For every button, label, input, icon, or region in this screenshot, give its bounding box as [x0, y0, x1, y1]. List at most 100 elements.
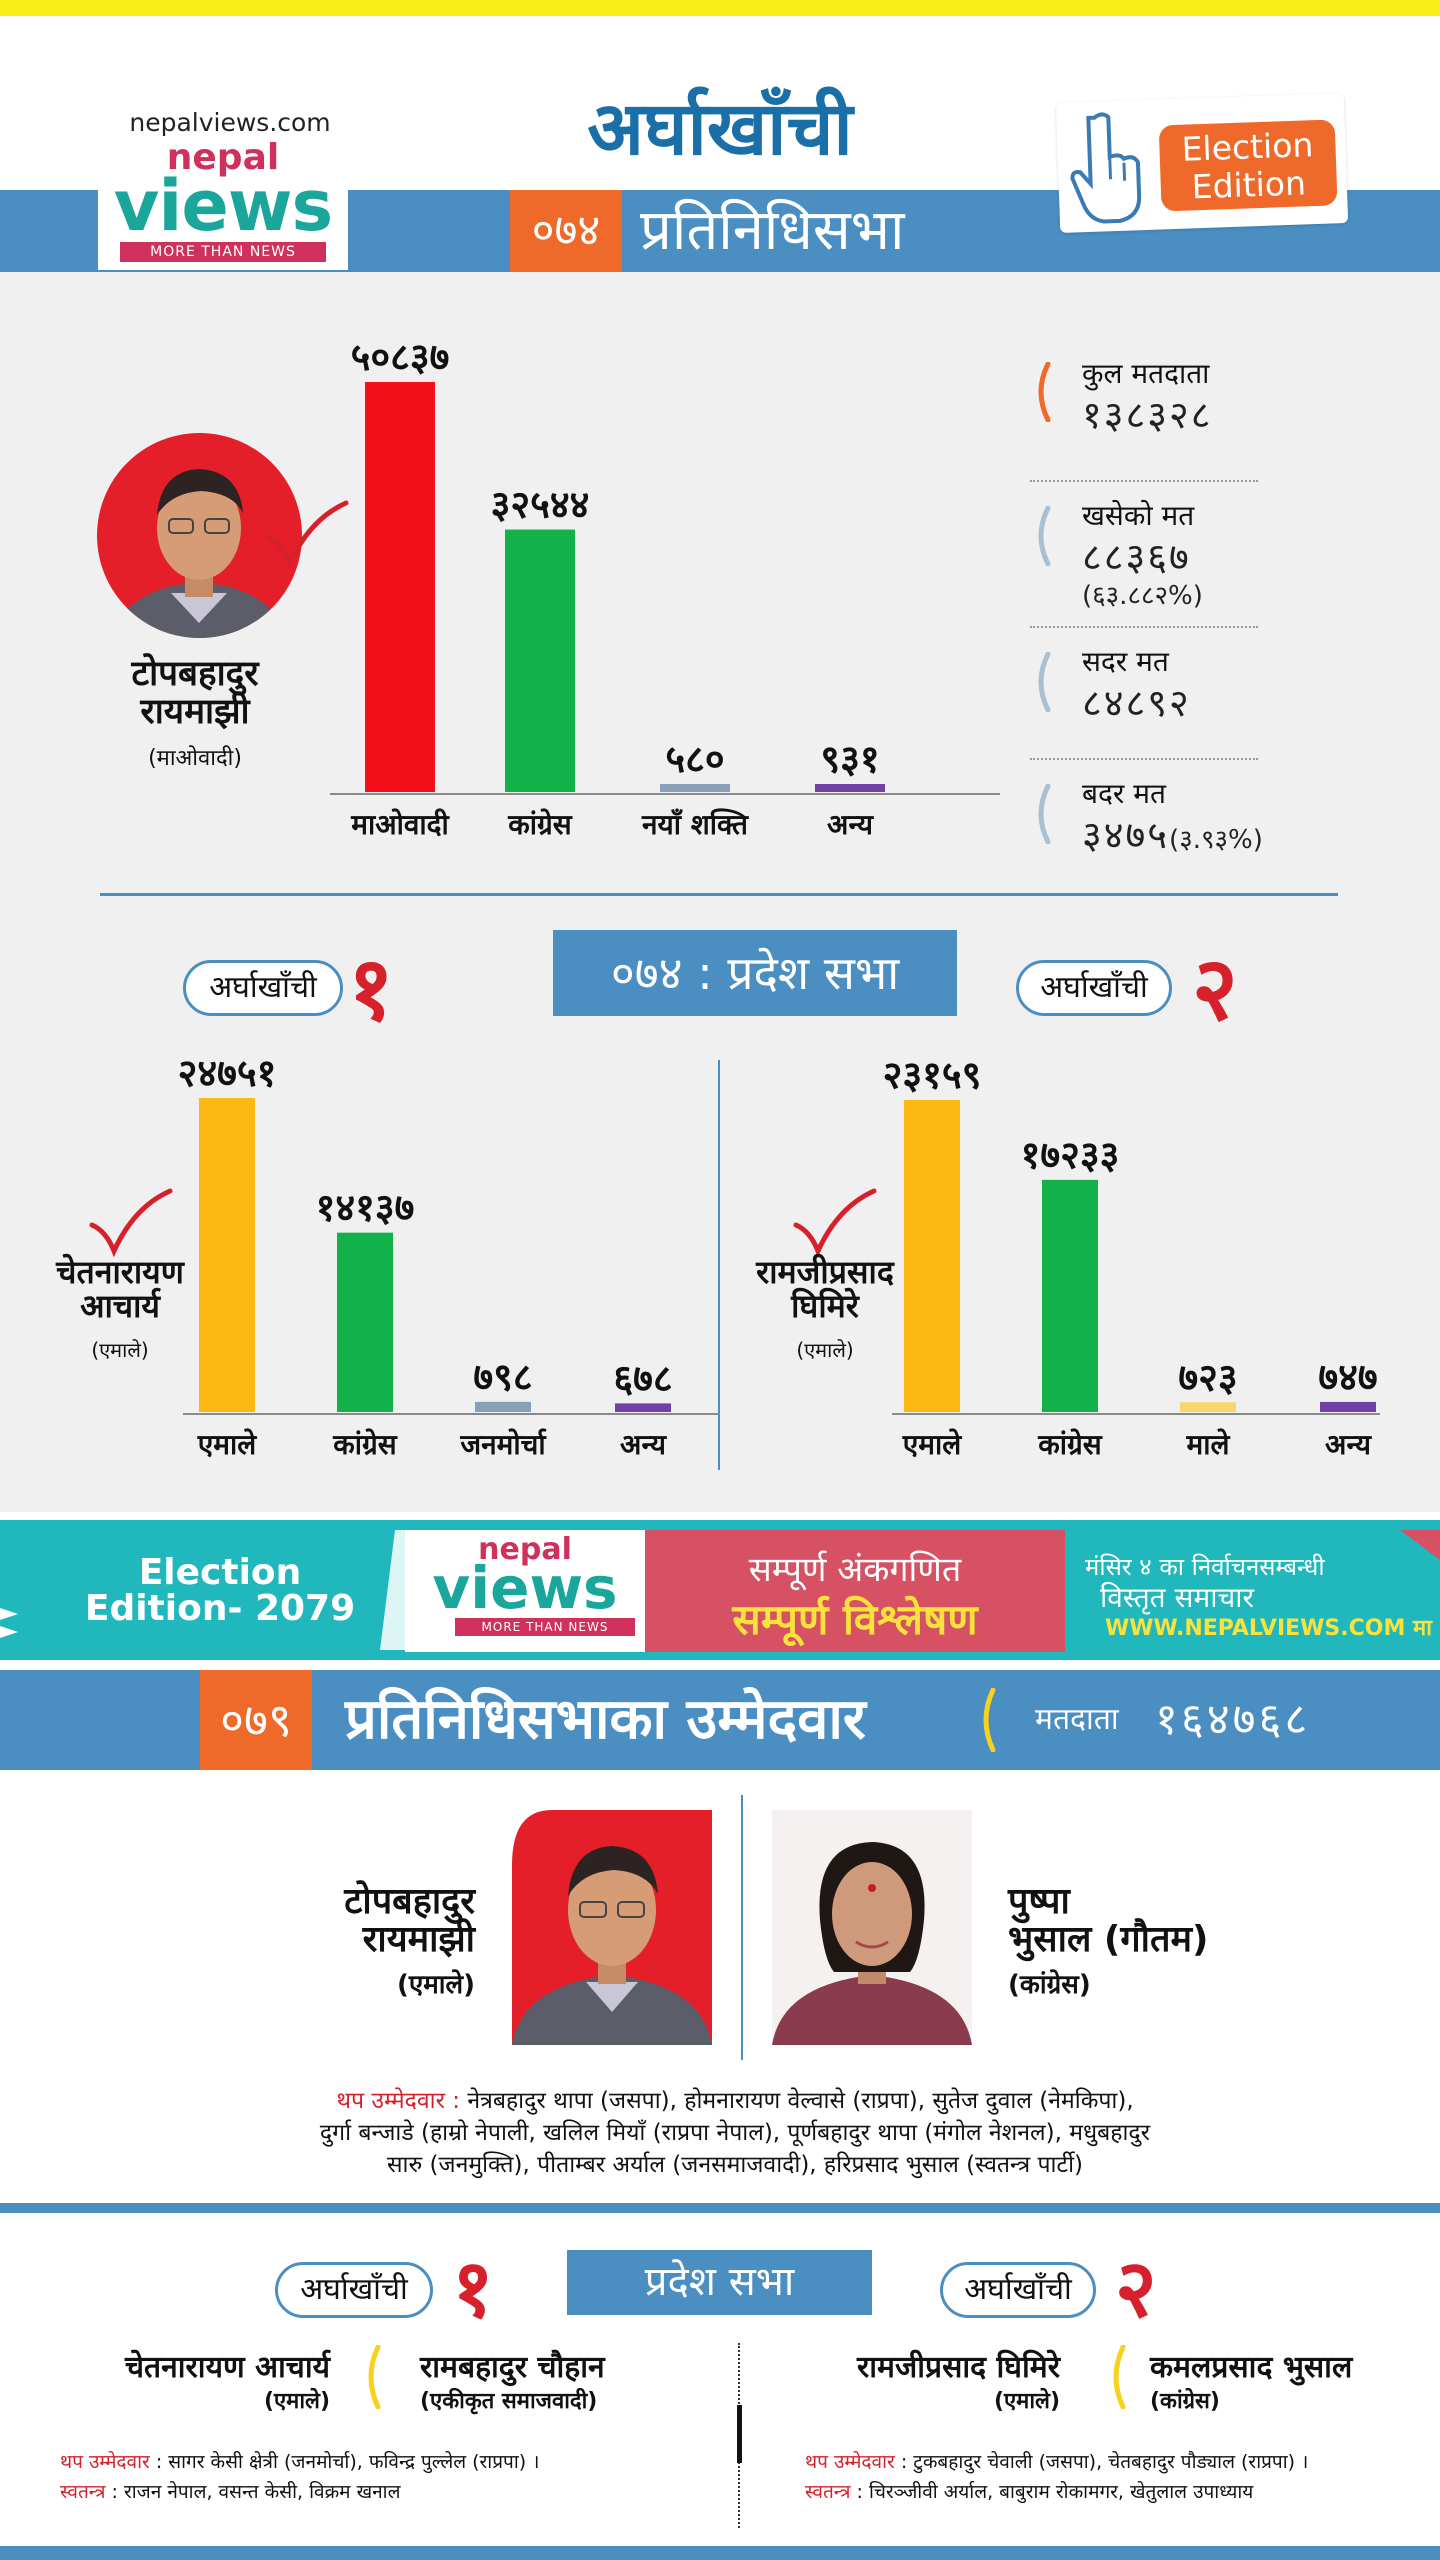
constituency-1-pill: अर्घाखाँची	[275, 2262, 433, 2318]
divider-accent	[737, 2405, 742, 2463]
candidate-portrait-icon	[772, 1810, 972, 2045]
ad-right-line-1: मंसिर ४ का निर्वाचनसम्बन्धी	[1085, 1553, 1325, 1581]
bar-4	[615, 1403, 671, 1412]
section-divider-thick	[0, 2203, 1440, 2213]
provincial-winner-2-name: रामजीप्रसाद घिमिरे	[725, 1255, 925, 1323]
valid-votes-value: ८४८९२	[1082, 681, 1191, 725]
year-079-box: ०७९	[200, 1670, 312, 1770]
category-label: एमाले	[197, 1428, 257, 1461]
election-edition-card: Election Edition	[1055, 93, 1349, 233]
category-label: अन्य	[827, 808, 875, 841]
bar-4	[1320, 1401, 1376, 1412]
invalid-votes-label: बदर मत	[1082, 777, 1166, 810]
ad-red-line-1: सम्पूर्ण अंकगणित	[748, 1550, 962, 1590]
prov-c2-independents: स्वतन्त्र : चिरञ्जीवी अर्याल, बाबुराम रो…	[805, 2478, 1253, 2504]
candidate-divider	[741, 1795, 743, 2060]
cand1-line-2: रायमाझी	[362, 1919, 475, 1960]
indep-label: स्वतन्त्र	[805, 2481, 851, 2503]
name-line-2: आचार्य	[80, 1287, 160, 1325]
valid-votes-label: सदर मत	[1082, 645, 1169, 678]
bar-3	[660, 784, 730, 792]
site-url[interactable]: nepalviews.com	[129, 108, 331, 137]
cand2-line-2: भुसाल (गौतम)	[1008, 1919, 1209, 1960]
prov-c1-independents: स्वतन्त्र : राजन नेपाल, वसन्त केसी, विक्…	[60, 2478, 400, 2504]
category-label: जनमोर्चा	[459, 1428, 547, 1461]
other-candidates: थप उम्मेदवार : नेत्रबहादुर थापा (जसपा), …	[175, 2085, 1295, 2181]
invalid-votes-number: ३४७५	[1082, 813, 1170, 857]
prov-c2a-name: रामजीप्रसाद घिमिरे	[857, 2350, 1060, 2385]
prov-c2b-party: (कांग्रेस)	[1150, 2389, 1220, 2414]
candidate-portrait-icon	[512, 1810, 712, 2045]
election-edition-badge: Election Edition	[1158, 119, 1338, 212]
nepalviews-logo[interactable]: nepal views MORE THAN NEWS	[98, 140, 348, 270]
stat-cast-votes: खसेको मत ८८३६७ (६३.८८२%)	[1030, 480, 1330, 640]
provincial-1-bar-chart: २४७५१ एमाले १४१३७ कांग्रेस ७९८ जनमोर्चा ६७८ अन्…	[178, 1051, 720, 1461]
other-candidates-text-3: सारु (जनमुक्ति), पीताम्बर अर्याल (जनसमाज…	[386, 2152, 1084, 2178]
category-label: एमाले	[902, 1428, 962, 1461]
winner-photo	[97, 433, 302, 638]
bar-value-label: १४१३७	[316, 1186, 415, 1230]
bar-value-label: २४७५१	[178, 1051, 277, 1095]
bar-value-label: ५०८३७	[351, 335, 450, 379]
yellow-bracket-icon	[1113, 2345, 1126, 2409]
yellow-bracket-icon	[368, 2345, 381, 2409]
grey-bracket-icon	[1038, 652, 1051, 712]
constituency-1-number: १	[348, 937, 394, 1040]
bar-2	[1042, 1179, 1098, 1412]
category-label: माले	[1186, 1428, 1231, 1461]
name-line-2: घिमिरे	[791, 1287, 859, 1325]
stat-valid-votes: सदर मत ८४८९२	[1030, 626, 1330, 770]
prov-c2-extra: थप उम्मेदवार : टुकबहादुर चेवाली (जसपा), …	[805, 2448, 1308, 2474]
bar-1	[199, 1098, 255, 1412]
logo-tagline: MORE THAN NEWS	[120, 242, 326, 262]
stat-separator	[1030, 758, 1258, 760]
winner-check-icon	[793, 1188, 877, 1258]
orange-bracket-icon	[1038, 362, 1051, 422]
voting-hand-icon	[1070, 112, 1142, 224]
voters-value: १६४७६८	[1155, 1694, 1311, 1745]
winner-name-line-1: टोपबहादुर	[131, 654, 259, 694]
badge-line-2: Edition	[1191, 163, 1307, 207]
bar-1	[904, 1100, 960, 1412]
other-candidates-text-1: नेत्रबहादुर थापा (जसपा), होमनारायण वेल्व…	[467, 2088, 1134, 2114]
ad-right-line-2: विस्तृत समाचार	[1100, 1581, 1254, 1614]
other-candidates-line-1: थप उम्मेदवार : नेत्रबहादुर थापा (जसपा), …	[175, 2085, 1295, 2117]
yellow-bracket-icon	[983, 1688, 996, 1752]
category-label: कांग्रेस	[507, 808, 573, 841]
constituency-2-pill: अर्घाखाँची	[940, 2262, 1096, 2318]
bar-value-label: ७९८	[473, 1355, 532, 1399]
bar-value-label: ३२५४४	[491, 483, 590, 527]
bar-value-label: ९३१	[820, 737, 879, 781]
ad-left-line-1: Election	[138, 1552, 302, 1593]
top-yellow-stripe	[0, 0, 1440, 16]
ad-left-line-2: Edition- 2079	[84, 1588, 356, 1629]
name-line-1: रामजीप्रसाद	[756, 1253, 894, 1291]
voters-label: मतदाता	[1035, 1702, 1119, 1737]
ad-zigzag-decoration	[0, 1530, 1440, 1650]
winner-check-icon	[89, 1188, 173, 1258]
bar-4	[815, 784, 885, 792]
grey-bracket-icon	[1038, 506, 1051, 566]
prov-c1-extra: थप उम्मेदवार : सागर केसी क्षेत्री (जनमोर…	[60, 2448, 539, 2474]
bar-2	[337, 1232, 393, 1412]
provincial-079-title: प्रदेश सभा	[567, 2250, 872, 2315]
category-label: कांग्रेस	[332, 1428, 398, 1461]
provincial-divider	[718, 1060, 720, 1470]
ad-website-link[interactable]: WWW.NEPALVIEWS.COM मा	[1105, 1616, 1432, 1641]
provincial-2-bar-chart: २३१५९ एमाले १७२३३ कांग्रेस ७२३ माले ७४७ अन्य	[883, 1053, 1380, 1461]
badge-line-1: Election	[1180, 125, 1314, 169]
constituency-1-pill: अर्घाखाँची	[183, 960, 343, 1016]
constituency-2-number: २	[1115, 2242, 1157, 2335]
constituency-2-number: २	[1192, 937, 1238, 1040]
cast-votes-label: खसेको मत	[1082, 499, 1195, 532]
bar-value-label: २३१५९	[883, 1053, 982, 1097]
category-label: अन्य	[620, 1428, 668, 1461]
extra-label: थप उम्मेदवार	[805, 2451, 895, 2473]
bar-3	[475, 1401, 531, 1412]
constituency-1-number: १	[452, 2242, 494, 2335]
candidate-portrait-icon	[109, 469, 289, 638]
winner-party: (माओवादी)	[148, 746, 242, 771]
prov-c2a-party: (एमाले)	[993, 2389, 1060, 2414]
constituency-2-pill: अर्घाखाँची	[1016, 960, 1172, 1016]
bar-1	[365, 382, 435, 792]
